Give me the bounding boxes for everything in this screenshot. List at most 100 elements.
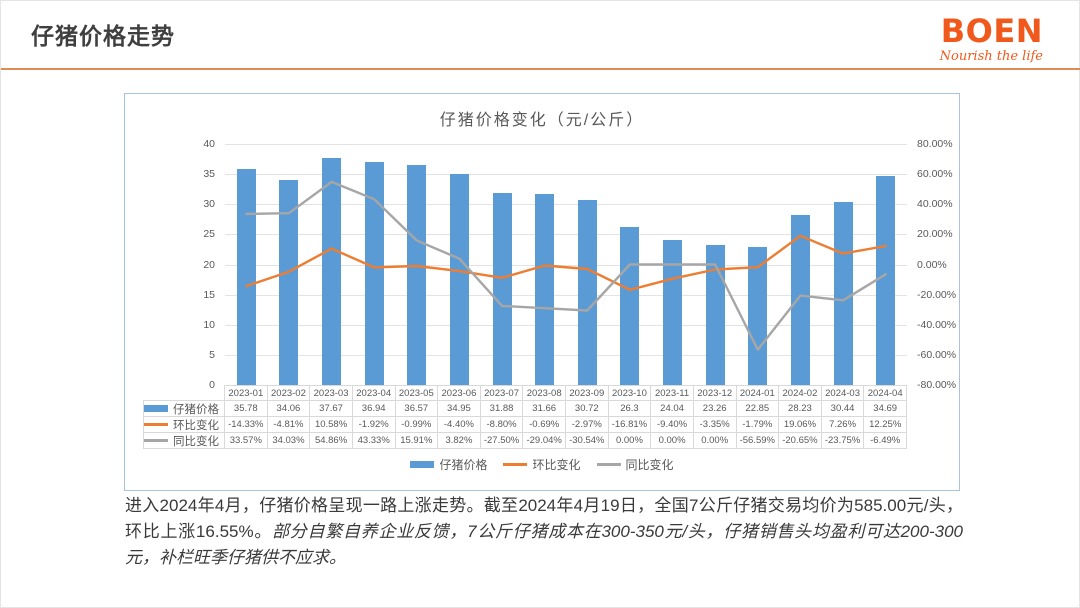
table-value-cell: 34.03% bbox=[267, 433, 311, 449]
table-value-cell: -2.97% bbox=[566, 417, 609, 433]
grid-line bbox=[225, 354, 907, 356]
boen-logo: BOEN Nourish the life bbox=[940, 15, 1043, 63]
chart-title: 仔猪价格变化（元/公斤） bbox=[439, 112, 645, 129]
table-value-cell: -1.79% bbox=[736, 417, 780, 433]
header-divider-rule bbox=[1, 68, 1080, 70]
right-axis-tick-label: -60.00% bbox=[917, 348, 957, 361]
left-axis-tick-label: 0 bbox=[209, 379, 215, 391]
summary-text-normal: 进入2024年4月，仔猪价格呈现一路上涨走势。截至2024年4月19日，全国7公… bbox=[125, 496, 963, 541]
table-value-cell: 7.26% bbox=[821, 417, 865, 433]
table-value-cell: 36.94 bbox=[352, 401, 396, 417]
table-value-cell: 3.82% bbox=[438, 433, 481, 449]
table-month-header: 2024-02 bbox=[779, 385, 822, 401]
table-value-cell: -27.50% bbox=[480, 433, 524, 449]
table-value-cell: -4.81% bbox=[267, 417, 311, 433]
table-month-header: 2023-08 bbox=[523, 385, 566, 401]
table-value-cell: -1.92% bbox=[352, 417, 396, 433]
table-month-header: 2023-05 bbox=[395, 385, 439, 401]
mom-change-line bbox=[245, 234, 887, 292]
table-value-cell: 34.95 bbox=[438, 401, 481, 417]
table-value-cell: 26.3 bbox=[608, 401, 652, 417]
bar-2024-02 bbox=[790, 214, 810, 385]
table-month-header: 2024-01 bbox=[736, 385, 780, 401]
table-value-cell: -9.40% bbox=[651, 417, 694, 433]
bar-2023-09 bbox=[577, 199, 597, 385]
table-value-cell: -8.80% bbox=[480, 417, 524, 433]
left-axis-tick-label: 10 bbox=[203, 318, 215, 331]
right-axis-tick-label: 60.00% bbox=[917, 168, 953, 181]
table-value-cell: 31.66 bbox=[523, 401, 566, 417]
price-series-swatch bbox=[410, 461, 435, 468]
left-axis-tick-label: 35 bbox=[203, 168, 215, 181]
table-value-cell: 33.57% bbox=[225, 433, 268, 449]
right-axis-tick-label: 80.00% bbox=[917, 138, 953, 150]
table-value-cell: -6.49% bbox=[864, 433, 907, 449]
table-series-label: 同比变化 bbox=[143, 433, 225, 449]
table-month-header: 2023-12 bbox=[693, 385, 737, 401]
table-value-cell: 37.67 bbox=[310, 401, 353, 417]
table-value-cell: -30.54% bbox=[566, 433, 609, 449]
right-axis-tick-label: -20.00% bbox=[917, 288, 957, 301]
right-axis-tick-label: -80.00% bbox=[917, 379, 957, 391]
chart-legend: 仔猪价格 环比变化 同比变化 bbox=[125, 456, 959, 473]
table-month-header: 2023-10 bbox=[608, 385, 652, 401]
table-value-cell: 15.91% bbox=[395, 433, 439, 449]
table-month-header: 2023-04 bbox=[352, 385, 396, 401]
table-month-header: 2024-04 bbox=[864, 385, 907, 401]
table-value-cell: 24.04 bbox=[651, 401, 694, 417]
left-axis-tick-label: 30 bbox=[203, 198, 215, 211]
right-axis-tick-label: -40.00% bbox=[917, 318, 957, 331]
left-axis-tick-label: 15 bbox=[203, 288, 215, 301]
bar-2023-10 bbox=[620, 226, 640, 385]
table-month-header: 2023-02 bbox=[267, 385, 311, 401]
bar-2023-03 bbox=[322, 158, 342, 385]
bar-2024-03 bbox=[833, 201, 853, 385]
page-title: 仔猪价格走势 bbox=[31, 23, 175, 49]
table-month-header: 2023-01 bbox=[225, 385, 268, 401]
bar-2023-06 bbox=[449, 174, 469, 385]
table-value-cell: -16.81% bbox=[608, 417, 652, 433]
table-month-header: 2023-07 bbox=[480, 385, 524, 401]
summary-paragraph: 进入2024年4月，仔猪价格呈现一路上涨走势。截至2024年4月19日，全国7公… bbox=[125, 493, 963, 571]
table-value-cell: -3.35% bbox=[693, 417, 737, 433]
bar-2024-04 bbox=[876, 176, 896, 385]
table-value-cell: 28.23 bbox=[779, 401, 822, 417]
summary-text-italic: 部分自繁自养企业反馈，7公斤仔猪成本在300-350元/头，仔猪销售头均盈利可达… bbox=[125, 522, 963, 567]
table-value-cell: -0.69% bbox=[523, 417, 566, 433]
bar-2023-05 bbox=[407, 164, 427, 385]
price-series-swatch bbox=[144, 405, 168, 412]
bar-2023-11 bbox=[663, 240, 683, 385]
left-axis-tick-label: 5 bbox=[209, 348, 215, 361]
table-value-cell: -14.33% bbox=[225, 417, 268, 433]
table-value-cell: 0.00% bbox=[651, 433, 694, 449]
right-axis-tick-label: 20.00% bbox=[917, 228, 953, 241]
boen-logo-tagline: Nourish the life bbox=[939, 49, 1043, 64]
yoy-series-swatch bbox=[596, 463, 621, 466]
table-value-cell: 34.69 bbox=[864, 401, 907, 417]
grid-line bbox=[225, 144, 907, 145]
left-axis-tick-label: 20 bbox=[203, 258, 215, 271]
table-value-cell: 35.78 bbox=[225, 401, 268, 417]
table-value-cell: 0.00% bbox=[693, 433, 737, 449]
table-month-header: 2024-03 bbox=[821, 385, 865, 401]
legend-item: 环比变化 bbox=[503, 456, 581, 473]
table-value-cell: 22.85 bbox=[736, 401, 780, 417]
table-value-cell: 10.58% bbox=[310, 417, 353, 433]
left-axis-tick-label: 25 bbox=[203, 228, 215, 241]
right-axis-tick-label: 0.00% bbox=[917, 258, 947, 271]
bar-2023-02 bbox=[279, 179, 299, 385]
table-value-cell: 54.86% bbox=[310, 433, 353, 449]
legend-item: 同比变化 bbox=[596, 456, 674, 473]
left-axis-tick-label: 40 bbox=[203, 138, 215, 150]
table-value-cell: -56.59% bbox=[736, 433, 780, 449]
table-month-header: 2023-03 bbox=[310, 385, 353, 401]
table-series-label: 环比变化 bbox=[143, 417, 225, 433]
table-value-cell: 12.25% bbox=[864, 417, 907, 433]
bar-2023-12 bbox=[705, 244, 725, 385]
table-value-cell: -4.40% bbox=[438, 417, 481, 433]
table-value-cell: 36.57 bbox=[395, 401, 439, 417]
bar-2024-01 bbox=[748, 247, 768, 385]
table-value-cell: -29.04% bbox=[523, 433, 566, 449]
boen-logo-text: BOEN bbox=[940, 12, 1043, 50]
